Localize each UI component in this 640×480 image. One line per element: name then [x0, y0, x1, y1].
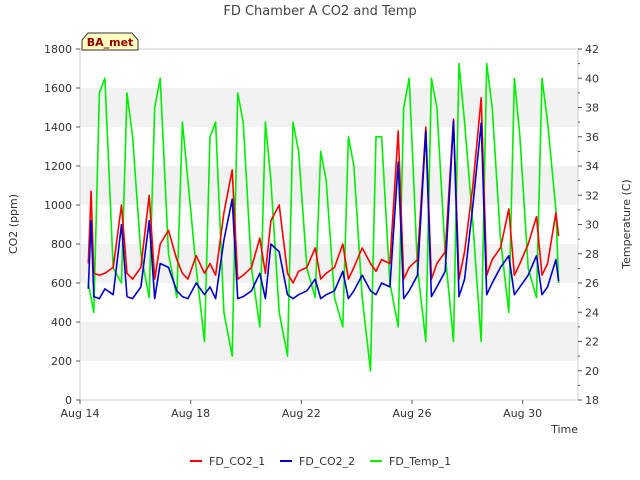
y-left-tick-label: 200: [51, 355, 72, 368]
y-right-tick-label: 32: [585, 189, 599, 202]
y-axis-left-label: CO2 (ppm): [7, 194, 20, 254]
series-line-fd-co2-2: [87, 120, 560, 300]
grid-band: [80, 88, 578, 127]
y-axis-right-label: Temperature (C): [620, 179, 633, 269]
grid-band: [80, 166, 578, 205]
y-right-tick-label: 30: [585, 219, 599, 232]
y-left-tick-label: 600: [51, 277, 72, 290]
x-tick-label: Aug 22: [282, 407, 321, 420]
chart-title: FD Chamber A CO2 and Temp: [223, 4, 416, 19]
y-right-tick-label: 18: [585, 394, 599, 407]
y-right-tick-label: 26: [585, 277, 599, 290]
y-right-tick-label: 36: [585, 131, 599, 144]
y-right-tick-label: 24: [585, 306, 599, 319]
badge-label: BA_met: [87, 36, 134, 49]
x-tick-label: Aug 18: [171, 407, 210, 420]
x-tick-label: Aug 14: [61, 407, 100, 420]
grid-band: [80, 322, 578, 361]
y-right-tick-label: 20: [585, 365, 599, 378]
y-left-tick-label: 1000: [44, 199, 72, 212]
x-axis-label: Time: [550, 423, 578, 436]
y-right-tick-label: 22: [585, 336, 599, 349]
y-right-tick-label: 38: [585, 102, 599, 115]
y-left-tick-label: 0: [65, 394, 72, 407]
y-left-tick-label: 800: [51, 238, 72, 251]
y-right-tick-label: 42: [585, 43, 599, 56]
grid-band: [80, 49, 578, 88]
axes: 0 200 400 600 800 1000 1200 1400 1600 1800 18 20 22 2…: [44, 43, 599, 420]
y-right-tick-label: 40: [585, 72, 599, 85]
y-right-tick-label: 34: [585, 160, 599, 173]
legend: FD_CO2_1 FD_CO2_2 FD_Temp_1: [190, 455, 451, 468]
x-tick-label: Aug 26: [393, 407, 432, 420]
y-right-tick-label: 28: [585, 248, 599, 261]
series-layer: [87, 62, 560, 372]
legend-label: FD_CO2_2: [299, 455, 355, 468]
y-left-tick-label: 1200: [44, 160, 72, 173]
y-left-tick-label: 400: [51, 316, 72, 329]
grid-band: [80, 283, 578, 322]
y-left-tick-label: 1600: [44, 82, 72, 95]
x-tick-label: Aug 30: [503, 407, 542, 420]
badge-box: [81, 32, 139, 51]
y-left-tick-label: 1800: [44, 43, 72, 56]
y-left-tick-label: 1400: [44, 121, 72, 134]
legend-label: FD_CO2_1: [209, 455, 265, 468]
badge: BA_met: [81, 32, 139, 51]
grid-band: [80, 361, 578, 400]
legend-label: FD_Temp_1: [389, 455, 451, 468]
